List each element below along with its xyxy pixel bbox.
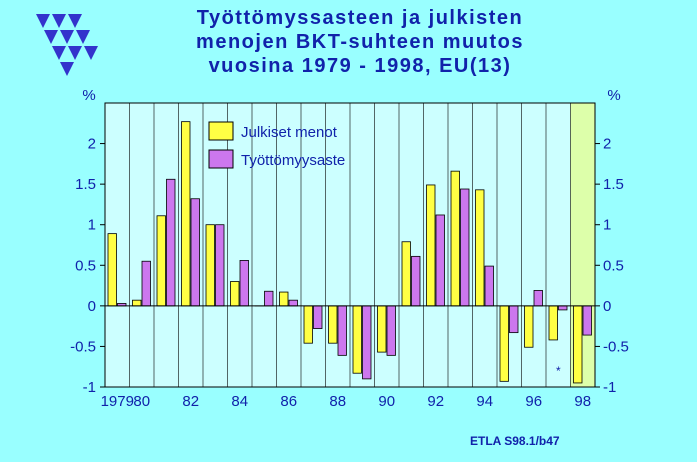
bar-julkiset-menot-1996 [524, 305, 534, 348]
bar-julkiset-menot-1981 [156, 215, 166, 307]
x-tick-label: 84 [231, 393, 248, 410]
x-tick-label: 80 [133, 393, 150, 410]
y-tick-label-left: 0.5 [75, 257, 96, 274]
bar-julkiset-menot-1994 [475, 189, 485, 307]
bar-tyottomyysaste-1988 [337, 305, 347, 356]
x-tick-label: 90 [378, 393, 395, 410]
bar-julkiset-menot-1992 [426, 184, 436, 307]
x-tick-label: 92 [427, 393, 444, 410]
bar-tyottomyysaste-1990 [386, 305, 396, 356]
bar-julkiset-menot-1987 [303, 305, 313, 344]
bar-tyottomyysaste-1992 [435, 214, 445, 307]
bar-julkiset-menot-1995 [499, 305, 509, 382]
bar-tyottomyysaste-1989 [362, 305, 372, 380]
bar-julkiset-menot-1979 [107, 233, 117, 307]
bar-tyottomyysaste-1998 [582, 305, 592, 336]
legend-label-julkiset-menot: Julkiset menot [241, 124, 338, 141]
bar-julkiset-menot-1983 [205, 224, 215, 307]
x-tick-label: 1979 [101, 393, 134, 410]
bar-tyottomyysaste-1980 [141, 260, 151, 307]
chart-title: Työttömyssasteen ja julkisten menojen BK… [120, 6, 600, 78]
y-tick-label-left: -0.5 [70, 338, 96, 355]
bar-tyottomyysaste-1983 [215, 224, 225, 307]
legend-label-tyottomyysaste: Työttömyysaste [241, 152, 345, 169]
bar-julkiset-menot-1980 [132, 299, 142, 307]
bar-julkiset-menot-1989 [352, 305, 362, 374]
x-tick-label: 96 [525, 393, 542, 410]
bar-julkiset-menot-1990 [377, 305, 387, 353]
title-line-3: vuosina 1979 - 1998, EU(13) [208, 55, 512, 77]
bar-tyottomyysaste-1985 [264, 290, 274, 307]
y-tick-label-right: 1 [603, 217, 611, 234]
legend-swatch-julkiset-menot [208, 121, 234, 141]
etla-logo [36, 14, 98, 76]
bar-tyottomyysaste-1995 [509, 305, 519, 334]
y-tick-label-right: 0.5 [603, 257, 624, 274]
y-axis-label-right: % [607, 87, 620, 104]
x-tick-label: 94 [476, 393, 493, 410]
y-tick-label-left: 1 [88, 217, 96, 234]
y-tick-label-left: -1 [83, 379, 96, 396]
title-line-1: Työttömyssasteen ja julkisten [196, 7, 524, 29]
y-tick-label-left: 1.5 [75, 176, 96, 193]
y-tick-label-left: 0 [88, 298, 96, 315]
x-tick-label: 82 [182, 393, 199, 410]
bar-tyottomyysaste-1981 [166, 178, 176, 307]
bar-tyottomyysaste-1987 [313, 305, 323, 329]
y-tick-label-right: -0.5 [603, 338, 629, 355]
bar-tyottomyysaste-1996 [533, 290, 543, 307]
title-line-2: menojen BKT-suhteen muutos [196, 31, 524, 53]
y-tick-label-right: 0 [603, 298, 611, 315]
annotation-asterisk: * [556, 364, 561, 378]
bar-tyottomyysaste-1986 [288, 299, 298, 307]
bar-julkiset-menot-1991 [401, 241, 411, 307]
x-tick-label: 88 [329, 393, 346, 410]
y-tick-label-right: 1.5 [603, 176, 624, 193]
y-tick-label-right: -1 [603, 379, 616, 396]
bar-tyottomyysaste-1997 [558, 305, 568, 311]
bar-julkiset-menot-1984 [230, 281, 240, 307]
bar-tyottomyysaste-1993 [460, 188, 470, 307]
bar-julkiset-menot-1997 [548, 305, 558, 341]
plot-border [104, 102, 596, 388]
bar-tyottomyysaste-1984 [239, 260, 249, 307]
bar-julkiset-menot-1986 [279, 291, 289, 307]
source-note: ETLA S98.1/b47 [470, 434, 560, 448]
x-tick-label: 86 [280, 393, 297, 410]
y-tick-label-left: 2 [88, 136, 96, 153]
bar-julkiset-menot-1988 [328, 305, 338, 344]
legend-swatch-tyottomyysaste [208, 149, 234, 169]
bar-tyottomyysaste-1982 [190, 198, 200, 307]
y-tick-label-right: 2 [603, 136, 611, 153]
x-tick-label: 98 [574, 393, 591, 410]
bar-julkiset-menot-1982 [181, 121, 191, 307]
bar-julkiset-menot-1998 [573, 305, 583, 384]
bar-julkiset-menot-1993 [450, 170, 460, 307]
y-axis-label-left: % [82, 87, 95, 104]
bar-tyottomyysaste-1991 [411, 255, 421, 307]
bar-tyottomyysaste-1994 [484, 265, 494, 307]
